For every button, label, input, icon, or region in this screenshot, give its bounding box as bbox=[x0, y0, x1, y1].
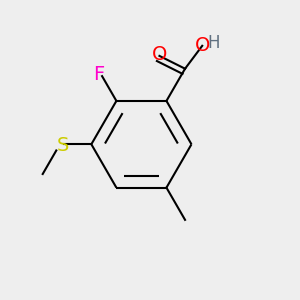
Text: O: O bbox=[152, 45, 167, 64]
Text: S: S bbox=[56, 136, 69, 155]
Text: H: H bbox=[207, 34, 220, 52]
Text: O: O bbox=[194, 36, 210, 55]
Text: F: F bbox=[94, 65, 105, 84]
